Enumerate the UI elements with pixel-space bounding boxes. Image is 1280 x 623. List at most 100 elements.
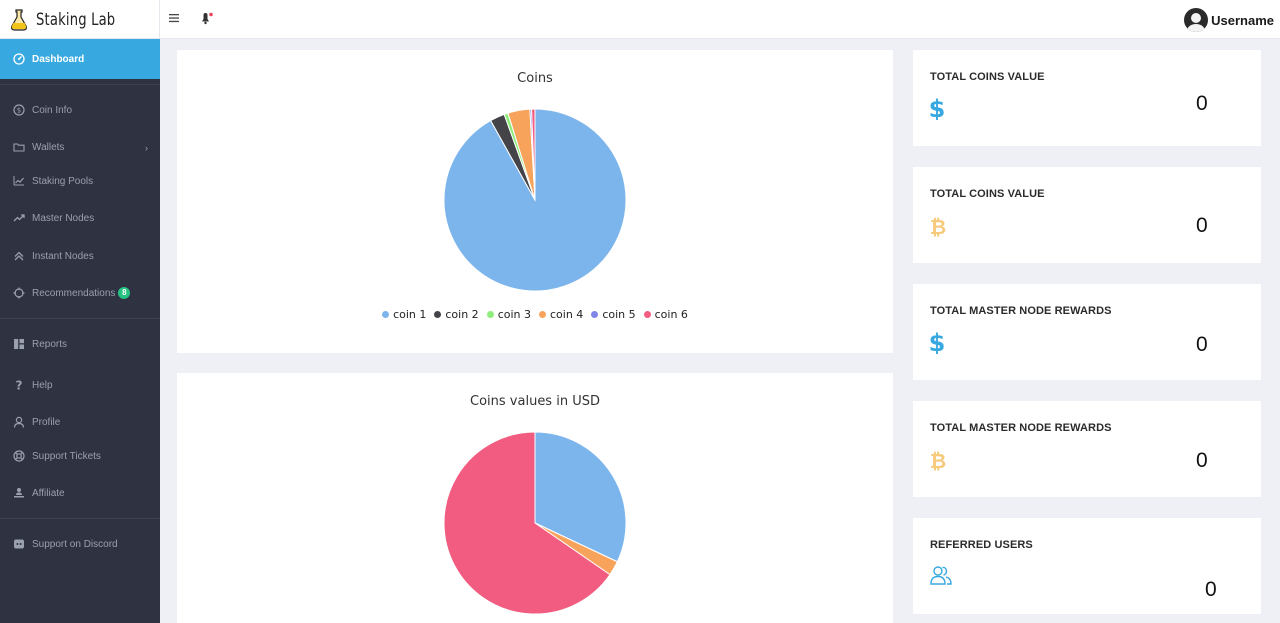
recommendations-badge: 8	[118, 287, 131, 299]
sidebar-item-dashboard[interactable]: Dashboard	[0, 39, 160, 79]
legend-item[interactable]: coin 2	[434, 308, 479, 321]
pie-slice-coin-6[interactable]	[531, 108, 536, 201]
legend-label: coin 5	[602, 308, 636, 321]
svg-text:$: $	[17, 107, 21, 115]
divider	[0, 518, 160, 519]
sidebar-item-label: Support on Discord	[32, 538, 118, 550]
trend-up-icon	[13, 214, 25, 222]
lifebuoy-icon	[13, 450, 25, 462]
divider	[0, 318, 160, 319]
user-icon	[13, 416, 25, 428]
sidebar-item-label: Staking Pools	[32, 175, 94, 187]
legend-label: coin 3	[497, 308, 531, 321]
brand-name: Staking Lab	[36, 9, 116, 30]
sidebar-item-label: Coin Info	[32, 104, 73, 116]
affiliate-icon	[14, 488, 24, 498]
grid-icon	[14, 339, 24, 349]
menu-icon[interactable]	[169, 13, 179, 23]
crosshair-icon	[13, 287, 25, 299]
question-icon: ?	[16, 379, 23, 391]
legend-item[interactable]: coin 5	[591, 308, 636, 321]
sidebar: Dashboard $ Coin Info Wallets › Staking …	[0, 39, 160, 623]
legend-label: coin 2	[445, 308, 479, 321]
sidebar-item-staking-pools[interactable]: Staking Pools	[0, 169, 160, 193]
sidebar-item-label: Wallets	[32, 141, 65, 153]
legend-swatch	[643, 311, 651, 318]
stat-title: TOTAL COINS VALUE	[930, 188, 1045, 200]
sidebar-item-label: Recommendations	[32, 287, 116, 299]
sidebar-item-help[interactable]: ? Help	[0, 373, 160, 397]
bitcoin-icon: ₿	[930, 215, 946, 237]
usd-chart-card: Coins values in USD	[177, 373, 893, 623]
legend-item[interactable]: coin 1	[382, 308, 426, 321]
users-icon	[930, 566, 952, 585]
sidebar-item-coin-info[interactable]: $ Coin Info	[0, 98, 160, 122]
sidebar-item-recommendations[interactable]: Recommendations 8	[0, 281, 160, 305]
sidebar-item-reports[interactable]: Reports	[0, 332, 160, 356]
stat-card-referred-users: REFERRED USERS 0	[913, 518, 1261, 614]
sidebar-item-wallets[interactable]: Wallets ›	[0, 135, 160, 159]
legend-item[interactable]: coin 4	[539, 308, 583, 321]
divider	[0, 84, 160, 85]
usd-pie-chart	[443, 431, 627, 615]
legend-item[interactable]: coin 3	[486, 308, 531, 321]
stat-value: 0	[1196, 92, 1208, 115]
chevron-right-icon: ›	[145, 143, 148, 153]
stat-title: TOTAL MASTER NODE REWARDS	[930, 422, 1112, 434]
sidebar-item-label: Dashboard	[32, 53, 85, 65]
legend-swatch	[382, 311, 390, 318]
pie-slice-coin-1[interactable]	[534, 431, 627, 563]
legend-label: coin 1	[393, 308, 427, 321]
legend-item[interactable]: coin 6	[643, 308, 688, 321]
sidebar-item-profile[interactable]: Profile	[0, 410, 160, 434]
coins-chart-card: Coins coin 1 coin 2 coin 3 coin 4 coin 5…	[177, 50, 893, 353]
stat-value: 0	[1196, 449, 1208, 472]
svg-text:₿: ₿	[930, 449, 946, 471]
legend-swatch	[486, 311, 494, 318]
stat-title: TOTAL MASTER NODE REWARDS	[930, 305, 1112, 317]
dollar-icon: $	[930, 96, 944, 120]
legend-swatch	[539, 311, 546, 318]
avatar-icon	[1184, 8, 1209, 32]
top-header: Staking Lab Username	[0, 0, 1280, 39]
bitcoin-icon: ₿	[930, 449, 946, 471]
stat-card-mn-rewards-btc: TOTAL MASTER NODE REWARDS ₿ 0	[913, 401, 1261, 497]
flask-icon	[11, 8, 27, 31]
coin-icon: $	[13, 104, 25, 116]
svg-text:?: ?	[16, 379, 23, 391]
brand[interactable]: Staking Lab	[0, 0, 160, 39]
trend-icon	[13, 176, 24, 186]
sidebar-item-label: Affiliate	[32, 487, 65, 499]
chart-legend: coin 1 coin 2 coin 3 coin 4 coin 5 coin …	[177, 308, 893, 321]
sidebar-item-support-tickets[interactable]: Support Tickets	[0, 444, 160, 468]
username: Username	[1211, 12, 1274, 28]
sidebar-item-master-nodes[interactable]: Master Nodes	[0, 206, 160, 230]
svg-text:$: $	[930, 330, 944, 354]
user-menu[interactable]: Username	[1184, 7, 1274, 33]
sidebar-item-instant-nodes[interactable]: Instant Nodes	[0, 244, 160, 268]
sidebar-item-label: Profile	[32, 416, 61, 428]
stat-value: 0	[1196, 214, 1208, 237]
sidebar-item-affiliate[interactable]: Affiliate	[0, 481, 160, 505]
sidebar-item-label: Support Tickets	[32, 450, 101, 462]
stat-card-mn-rewards-usd: TOTAL MASTER NODE REWARDS $ 0	[913, 284, 1261, 380]
legend-swatch	[591, 311, 599, 318]
sidebar-item-support-discord[interactable]: Support on Discord	[0, 532, 160, 556]
stat-value: 0	[1205, 578, 1217, 601]
legend-label: coin 6	[654, 308, 688, 321]
pie-slice-coin-6[interactable]	[443, 431, 611, 615]
legend-swatch	[434, 311, 442, 318]
bell-icon[interactable]	[198, 12, 214, 26]
discord-icon	[14, 539, 24, 549]
sidebar-item-label: Reports	[32, 338, 68, 350]
dollar-icon: $	[930, 330, 944, 354]
stat-card-total-coins-usd: TOTAL COINS VALUE $ 0	[913, 50, 1261, 146]
sidebar-item-label: Help	[32, 379, 53, 391]
svg-text:₿: ₿	[930, 215, 946, 237]
chart-title: Coins	[517, 71, 553, 86]
sidebar-item-label: Master Nodes	[32, 212, 95, 224]
chevrons-up-icon	[14, 251, 24, 261]
dashboard-icon	[13, 53, 25, 65]
legend-label: coin 4	[550, 308, 584, 321]
coins-pie-chart	[443, 108, 627, 292]
